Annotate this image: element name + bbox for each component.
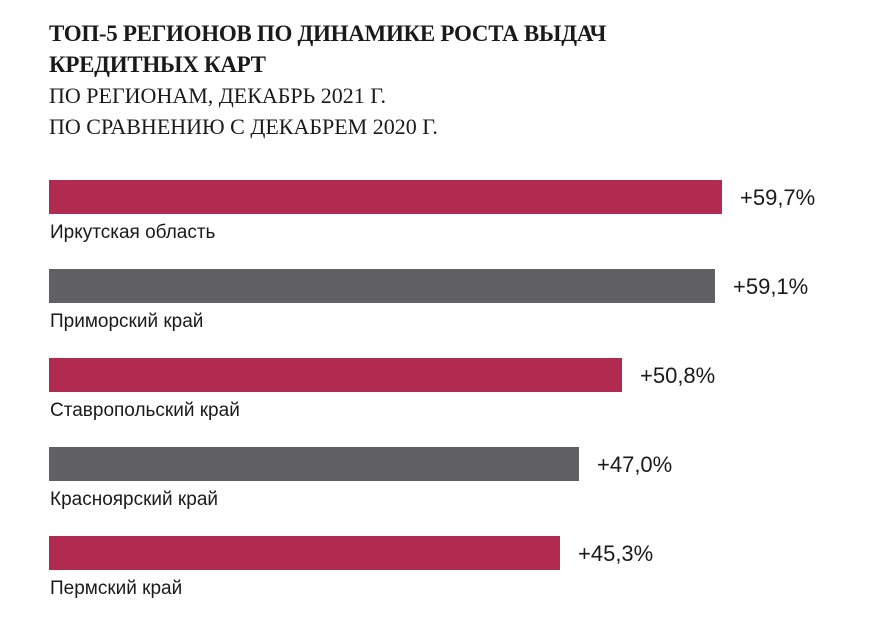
- bar-1: [49, 180, 722, 214]
- bar-value-label-3: +50,8%: [640, 363, 715, 388]
- category-label-4: Красноярский край: [50, 489, 218, 510]
- chart-header: ТОП-5 РЕГИОНОВ ПО ДИНАМИКЕ РОСТА ВЫДАЧ К…: [49, 18, 849, 142]
- chart-subtitle-line-2: ПО СРАВНЕНИЮ С ДЕКАБРЕМ 2020 Г.: [49, 114, 438, 139]
- category-label-5: Пермский край: [50, 578, 182, 599]
- category-label-3: Ставропольский край: [50, 400, 240, 421]
- bar-value-label-4: +47,0%: [597, 452, 672, 477]
- bar-5: [49, 536, 560, 570]
- bar-value-label-5: +45,3%: [578, 541, 653, 566]
- category-label-2: Приморский край: [50, 311, 203, 332]
- bar-value-label-1: +59,7%: [740, 185, 815, 210]
- bar-value-label-2: +59,1%: [733, 274, 808, 299]
- chart-subtitle-line-1: ПО РЕГИОНАМ, ДЕКАБРЬ 2021 Г.: [49, 83, 387, 108]
- chart-title: ТОП-5 РЕГИОНОВ ПО ДИНАМИКЕ РОСТА ВЫДАЧ К…: [49, 21, 607, 77]
- bar-2: [49, 269, 715, 303]
- bar-4: [49, 447, 579, 481]
- bar-3: [49, 358, 622, 392]
- category-label-1: Иркутская область: [50, 222, 216, 243]
